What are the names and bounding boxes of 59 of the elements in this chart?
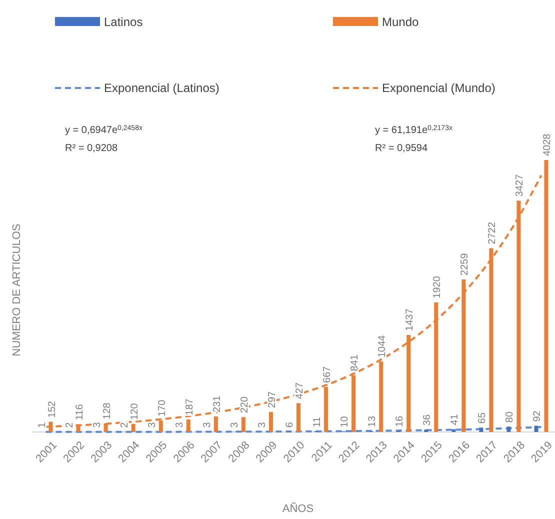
data-label: 10 — [340, 416, 351, 428]
data-label: 2 — [64, 422, 76, 428]
data-label: 152 — [46, 400, 58, 418]
data-label: 11 — [312, 416, 324, 428]
data-label: 41 — [450, 414, 461, 426]
data-label: 116 — [74, 404, 86, 420]
text: y = 0,6947e$^{0,2458x}$ — [65, 124, 143, 136]
bar — [534, 426, 538, 432]
data-label: 297 — [266, 390, 278, 408]
bar — [296, 403, 300, 432]
data-label: 16 — [394, 415, 406, 427]
bar — [241, 417, 246, 432]
data-label: 3 — [229, 422, 240, 428]
bar — [506, 426, 511, 432]
data-label: 220 — [239, 396, 250, 414]
data-label: 2722 — [487, 222, 498, 244]
text: R² = 0,9208 — [65, 143, 118, 154]
text: R² = 0,9594 — [375, 143, 428, 154]
data-label: 1437 — [404, 308, 416, 331]
data-label: 4028 — [542, 133, 554, 156]
data-label: 128 — [102, 402, 113, 420]
data-label: 187 — [184, 398, 196, 416]
data-label: 427 — [294, 382, 306, 400]
legend-label: Exponencial (Mundo) — [382, 81, 496, 95]
bar — [479, 428, 484, 432]
data-label: 1044 — [377, 334, 388, 358]
bar — [214, 416, 218, 432]
data-label: 3 — [174, 422, 186, 428]
data-label: 3 — [256, 422, 268, 428]
data-label: 667 — [322, 366, 334, 383]
data-label: 120 — [129, 402, 140, 420]
data-label: 1 — [36, 422, 48, 428]
data-label: 13 — [367, 416, 378, 428]
data-label: 1920 — [432, 276, 444, 298]
bar — [452, 429, 456, 432]
legend-label: Mundo — [382, 15, 420, 29]
y-axis-title: NUMERO DE ARTICULOS — [11, 224, 23, 356]
bar — [131, 424, 136, 432]
data-label: 80 — [504, 411, 516, 423]
data-label: 231 — [212, 395, 223, 412]
data-label: 170 — [156, 399, 168, 417]
bar — [544, 160, 548, 432]
data-label: 3427 — [514, 174, 526, 197]
data-label: 3 — [92, 422, 103, 428]
data-label: 841 — [350, 354, 361, 372]
data-label: 65 — [477, 412, 488, 424]
x-axis-title: AÑOS — [282, 502, 314, 515]
data-label: 3 — [202, 422, 213, 428]
bar — [186, 419, 190, 432]
data-label: 2259 — [460, 252, 471, 276]
data-label: 3 — [146, 422, 158, 428]
data-label: 2 — [119, 422, 130, 428]
data-label: 36 — [422, 414, 434, 426]
legend-label: Latinos — [104, 15, 143, 29]
bar — [268, 412, 273, 432]
legend-label: Exponencial (Latinos) — [104, 81, 220, 95]
data-label: 92 — [532, 410, 544, 422]
data-label: 6 — [284, 422, 296, 428]
text: y = 61,191e$^{0,2173x}$ — [375, 124, 453, 136]
